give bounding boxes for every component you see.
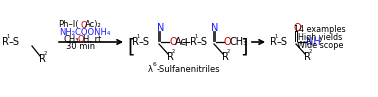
Text: R: R: [2, 37, 9, 47]
Text: H, rt: H, rt: [83, 35, 101, 44]
Text: R: R: [39, 54, 46, 64]
Text: Ph–I(: Ph–I(: [58, 20, 79, 29]
Text: R: R: [167, 52, 174, 62]
Text: NH₂COONH₄: NH₂COONH₄: [59, 28, 110, 37]
Text: 1: 1: [136, 34, 140, 39]
Text: NH: NH: [306, 37, 321, 47]
Text: +: +: [181, 36, 191, 48]
Text: 1: 1: [6, 34, 9, 39]
Text: O: O: [169, 37, 177, 47]
Text: High yields: High yields: [298, 32, 342, 42]
Text: R: R: [132, 37, 139, 47]
Text: -Sulfanenitriles: -Sulfanenitriles: [157, 65, 221, 74]
Text: CH₃: CH₃: [63, 35, 79, 44]
Text: O: O: [81, 20, 87, 29]
Text: –S: –S: [139, 37, 150, 47]
Text: ]: ]: [240, 38, 248, 56]
Text: 2: 2: [43, 51, 47, 56]
Text: N: N: [212, 23, 219, 33]
Text: 2: 2: [226, 49, 230, 54]
Text: O: O: [293, 23, 301, 33]
Text: R: R: [190, 37, 197, 47]
Text: 2: 2: [308, 49, 312, 54]
Text: O: O: [224, 37, 232, 47]
Text: 1: 1: [195, 34, 198, 39]
Text: R: R: [222, 52, 229, 62]
Text: Wide scope: Wide scope: [297, 41, 343, 49]
Text: N: N: [156, 23, 164, 33]
Text: Ac: Ac: [175, 37, 186, 47]
Text: R: R: [270, 37, 277, 47]
Text: –S: –S: [277, 37, 288, 47]
Text: R: R: [304, 52, 311, 62]
Text: –S: –S: [197, 37, 208, 47]
Text: 30 min: 30 min: [66, 42, 95, 51]
Text: λ: λ: [148, 65, 153, 74]
Text: Ac)₂: Ac)₂: [85, 20, 102, 29]
Text: [: [: [127, 38, 135, 56]
Text: 14 examples: 14 examples: [294, 25, 346, 33]
Text: O: O: [78, 35, 85, 44]
Text: 1: 1: [274, 34, 278, 39]
Text: –S: –S: [9, 37, 20, 47]
Text: 6: 6: [153, 62, 157, 67]
Text: CH₃: CH₃: [229, 37, 248, 47]
Text: 2: 2: [172, 49, 175, 54]
